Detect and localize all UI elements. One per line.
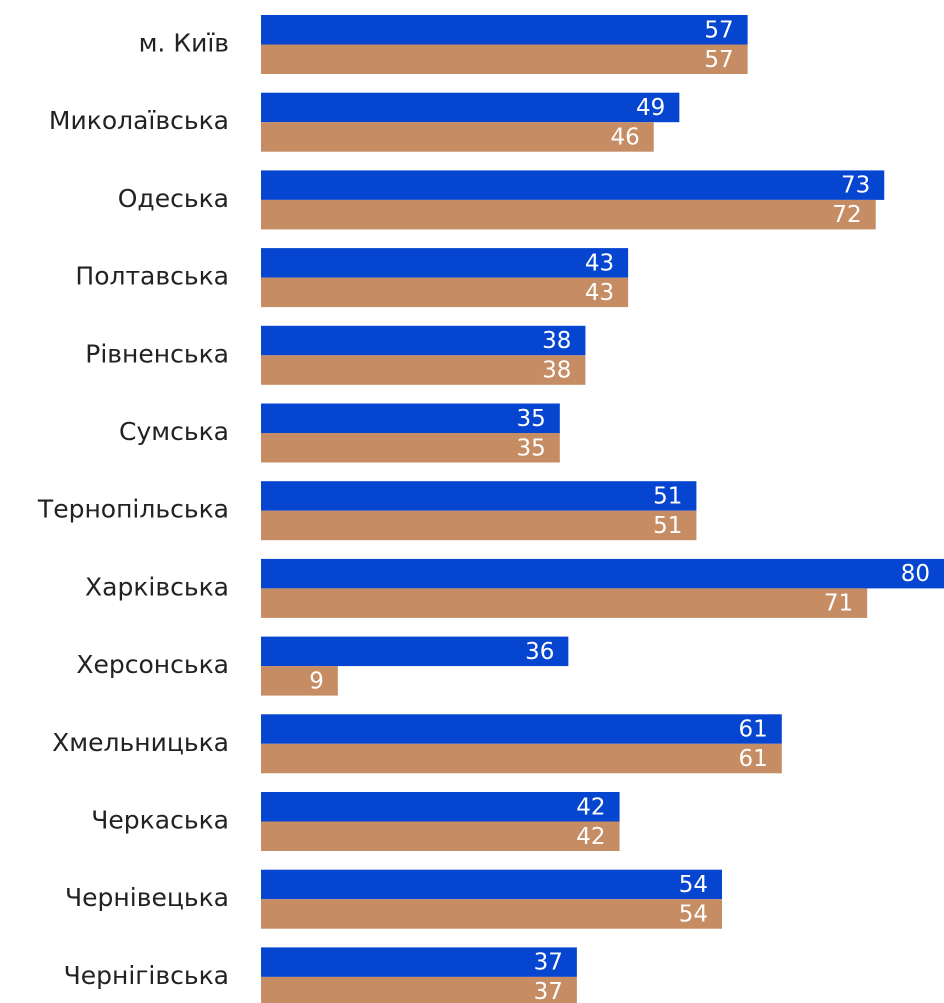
value-label: 73	[841, 173, 870, 199]
value-label: 54	[679, 872, 708, 898]
value-label: 42	[576, 794, 605, 820]
bar	[261, 277, 629, 308]
value-label: 61	[739, 746, 768, 772]
value-label: 46	[610, 124, 639, 150]
category-label: Херсонська	[76, 650, 229, 679]
value-label: 57	[704, 17, 733, 43]
value-label: 38	[542, 358, 571, 384]
bar	[261, 403, 560, 433]
bar	[261, 636, 569, 667]
bar	[261, 510, 697, 541]
value-label: 80	[901, 561, 930, 587]
value-label: 37	[534, 979, 563, 1003]
bar	[261, 248, 629, 278]
category-label: Черкаська	[91, 806, 229, 835]
bar	[261, 122, 654, 152]
value-label: 54	[679, 901, 708, 927]
value-label: 43	[585, 280, 614, 306]
value-label: 38	[542, 328, 571, 354]
value-label: 35	[517, 406, 546, 432]
bar	[261, 792, 620, 822]
category-label: Миколаївська	[49, 106, 229, 135]
bar	[261, 558, 944, 589]
bar	[261, 899, 723, 929]
bar	[261, 199, 876, 230]
bar	[261, 869, 723, 900]
bar	[261, 976, 577, 1003]
value-label: 42	[576, 824, 605, 850]
bar	[261, 433, 560, 463]
value-label: 9	[309, 668, 324, 694]
bar	[261, 325, 586, 356]
bar	[261, 15, 748, 45]
category-label: Рівненська	[85, 339, 229, 368]
category-label: Харківська	[85, 572, 229, 601]
category-label: Тернопільська	[37, 495, 229, 524]
value-label: 51	[653, 483, 682, 509]
bar	[261, 170, 885, 200]
category-label: м. Київ	[139, 29, 229, 58]
category-label: Полтавська	[75, 262, 229, 291]
value-label: 51	[653, 513, 682, 539]
bar	[261, 588, 868, 618]
category-label: Сумська	[119, 417, 229, 446]
bar	[261, 714, 782, 744]
value-label: 35	[517, 435, 546, 461]
bar	[261, 743, 782, 774]
value-label: 43	[585, 250, 614, 276]
value-label: 49	[636, 95, 665, 121]
category-label: Хмельницька	[52, 728, 229, 757]
category-label: Чернігівська	[64, 961, 229, 990]
value-label: 37	[534, 950, 563, 976]
bar	[261, 92, 680, 123]
value-label: 36	[525, 639, 554, 665]
bar	[261, 666, 338, 696]
bar	[261, 355, 586, 385]
bar	[261, 947, 577, 977]
value-label: 72	[832, 202, 861, 228]
value-label: 57	[704, 47, 733, 73]
bar	[261, 44, 748, 74]
value-label: 61	[739, 717, 768, 743]
category-label: Чернівецька	[65, 883, 229, 912]
value-label: 71	[824, 591, 853, 617]
category-label: Одеська	[118, 184, 229, 213]
bar	[261, 821, 620, 851]
bar	[261, 481, 697, 511]
